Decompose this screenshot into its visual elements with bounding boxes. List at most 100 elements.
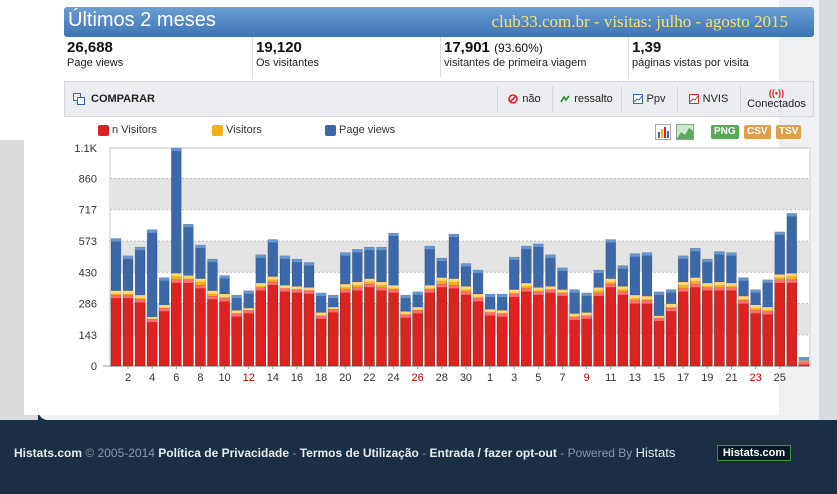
stat-label: páginas vistas por visita: [632, 57, 749, 69]
histats-logo[interactable]: Histats.com: [717, 445, 791, 461]
footer-powered-by: Powered By: [567, 446, 633, 460]
x-tick-label: 19: [701, 372, 713, 384]
y-tick-label: 430: [79, 267, 97, 279]
export-csv-button[interactable]: CSV: [744, 125, 771, 139]
visitors-bar-top: [147, 316, 158, 320]
footer-privacy-link[interactable]: Política de Privacidade: [158, 446, 290, 460]
new-visitors-bar-top: [448, 285, 459, 289]
page-views-bar-top: [111, 238, 121, 242]
new-visitors-bar-top: [255, 287, 266, 291]
stat-page-views: 26,688 Page views: [64, 37, 253, 77]
visitors-bar-top: [593, 287, 604, 291]
page-views-bar-top: [750, 289, 761, 293]
footer-copyright: © 2005-2014: [85, 446, 155, 460]
page-views-bar-top: [219, 275, 230, 279]
new-visitors-bar: [255, 287, 267, 367]
toggle-ppv-button[interactable]: Ppv: [621, 86, 676, 112]
scrollbar-track[interactable]: [819, 0, 837, 420]
x-tick-label: 26: [412, 372, 424, 384]
compare-button[interactable]: COMPARAR: [73, 93, 155, 105]
page-views-bar-top: [255, 254, 266, 258]
new-visitors-bar: [605, 283, 617, 367]
page-views-bar-top: [328, 295, 339, 299]
toggle-online-button[interactable]: ((•)) Conectados: [740, 86, 812, 112]
toggle-bounce-button[interactable]: ressalto: [552, 86, 620, 112]
bar-chart-view-icon[interactable]: [655, 124, 671, 140]
footer-terms-link[interactable]: Termos de Utilização: [299, 446, 419, 460]
new-visitors-bar: [593, 292, 604, 367]
new-visitors-bar-top: [219, 298, 230, 302]
new-visitors-bar: [460, 291, 472, 367]
page-views-bar-top: [738, 277, 749, 281]
visitors-bar-top: [123, 290, 133, 294]
stat-label: Os visitantes: [256, 57, 319, 69]
visitors-bar-top: [642, 296, 652, 300]
footer-powered-brand[interactable]: Histats: [635, 445, 676, 460]
new-visitors-bar: [714, 287, 725, 367]
visitors-bar-top: [774, 274, 785, 278]
new-visitors-bar-top: [654, 318, 664, 322]
visitors-bar-top: [533, 287, 544, 291]
new-visitors-bar: [388, 289, 399, 367]
page-views-bar-top: [485, 294, 496, 298]
new-visitors-bar: [677, 288, 689, 367]
online-signal-icon: ((•)): [768, 87, 785, 98]
visitors-bar-top: [111, 290, 121, 294]
new-visitors-bar-top: [243, 310, 254, 314]
new-visitors-bar: [690, 283, 701, 367]
toggle-nvis-button[interactable]: NVIS: [677, 86, 739, 112]
visitors-bar-top: [750, 304, 761, 308]
export-tsv-button[interactable]: TSV: [776, 125, 802, 139]
toggle-no-button[interactable]: não: [497, 86, 551, 112]
new-visitors-bar-top: [485, 312, 496, 316]
y-tick-label: 860: [79, 174, 97, 186]
new-visitors-bar-top: [714, 287, 725, 291]
footer-brand-link[interactable]: Histats.com: [14, 446, 83, 460]
line-chart-view-icon[interactable]: [676, 124, 694, 140]
legend-page-views[interactable]: Page views: [325, 124, 395, 136]
legend-label: Visitors: [226, 124, 262, 136]
new-visitors-bar-top: [436, 284, 447, 288]
ppv-icon: [632, 94, 643, 104]
page-views-bar-top: [135, 247, 146, 251]
visitors-bar-top: [159, 304, 170, 308]
page-views-bar-top: [593, 270, 604, 274]
new-visitors-bar: [641, 300, 653, 367]
legend-visitors[interactable]: Visitors: [212, 124, 262, 136]
page-views-bar-top: [316, 292, 327, 296]
visitors-bar-top: [171, 273, 182, 277]
stat-value: 17,901: [444, 39, 490, 56]
visitors-bar-top: [183, 275, 194, 279]
visitors-bar-top: [400, 311, 411, 315]
visitors-bar-top: [352, 282, 363, 286]
stat-pages-per-visit: 1,39 páginas vistas por visita: [629, 37, 814, 77]
new-visitors-bar-top: [279, 288, 290, 292]
new-visitors-bar-top: [726, 287, 737, 291]
new-visitors-bar: [183, 279, 194, 367]
y-tick-label: 0: [91, 361, 97, 373]
export-png-button[interactable]: PNG: [711, 125, 739, 139]
page-views-bar-top: [702, 259, 713, 263]
x-tick-label: 13: [629, 372, 641, 384]
x-tick-label: 2: [125, 372, 131, 384]
new-visitors-bar: [291, 289, 303, 367]
legend-swatch-orange: [212, 124, 223, 136]
new-visitors-bar-top: [376, 287, 387, 291]
visitors-bar-top: [424, 285, 435, 289]
page-views-bar-top: [340, 252, 351, 256]
new-visitors-bar: [195, 285, 206, 367]
x-tick-label: 4: [149, 372, 155, 384]
new-visitors-bar: [617, 291, 629, 367]
visitors-bar-top: [388, 285, 399, 289]
new-visitors-bar-top: [195, 285, 206, 289]
page-views-bar-top: [569, 289, 580, 293]
page-views-bar-top: [509, 257, 520, 260]
legend-new-visitors[interactable]: n Visitors: [98, 124, 157, 136]
stat-visitors: 19,120 Os visitantes: [253, 37, 441, 77]
footer-optout-link[interactable]: Entrada / fazer opt-out: [429, 446, 557, 460]
visitors-bar-top: [485, 309, 496, 313]
footer: Histats.com © 2005-2014 Política de Priv…: [14, 445, 675, 460]
new-visitors-bar: [436, 283, 448, 367]
page-views-bar-top: [292, 259, 302, 263]
stat-first-time-visitors: 17,901 (93.60%) visitantes de primeira v…: [441, 37, 629, 77]
